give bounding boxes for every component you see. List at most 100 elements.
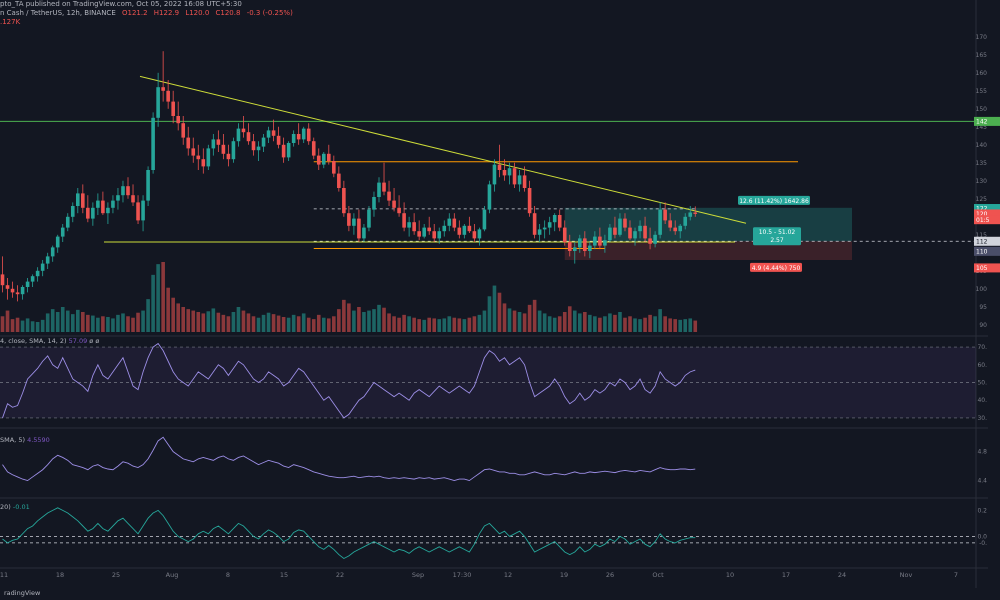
candle-body bbox=[372, 197, 376, 210]
candle-body bbox=[598, 236, 602, 246]
price-tag bbox=[974, 263, 1000, 273]
volume-bar bbox=[633, 318, 637, 332]
volume-bar bbox=[60, 307, 65, 332]
candle-body bbox=[552, 215, 557, 223]
volume-bar bbox=[176, 303, 180, 332]
candle-body bbox=[266, 130, 271, 138]
volume-bar bbox=[201, 313, 206, 332]
candle-body bbox=[306, 128, 311, 142]
time-axis-label: 7 bbox=[954, 571, 958, 579]
volume-bar bbox=[482, 310, 487, 332]
candle-body bbox=[191, 148, 196, 156]
price-tag-label: 110 bbox=[976, 249, 988, 256]
candle-body bbox=[25, 281, 30, 287]
price-axis-label: 90 bbox=[979, 322, 987, 329]
candle-body bbox=[603, 240, 607, 246]
volume-bar bbox=[181, 307, 186, 332]
volume-bar bbox=[603, 316, 607, 332]
candle-body bbox=[402, 213, 406, 228]
volume-bar bbox=[306, 317, 311, 332]
price-tag-label: 120 bbox=[976, 211, 988, 218]
volume-bar bbox=[327, 318, 331, 332]
candle-body bbox=[352, 218, 356, 226]
candle-body bbox=[572, 247, 577, 251]
volume-bar bbox=[452, 317, 457, 332]
volume-bar bbox=[236, 307, 241, 332]
candle-body bbox=[427, 227, 431, 232]
indicator3-legend[interactable]: 20) -0.01 bbox=[0, 503, 30, 511]
candle-body bbox=[20, 287, 25, 295]
candle-body bbox=[50, 247, 55, 257]
time-axis-label: Oct bbox=[652, 571, 664, 579]
volume-bar bbox=[70, 314, 75, 332]
volume-bar bbox=[86, 314, 90, 332]
volume-bar bbox=[572, 310, 577, 332]
volume-bar bbox=[417, 319, 421, 332]
indicator2-legend[interactable]: SMA, 5) 4.5590 bbox=[0, 436, 50, 444]
price-tag bbox=[974, 236, 1000, 246]
candle-body bbox=[532, 213, 537, 235]
volume-bar bbox=[256, 317, 261, 332]
volume-bar bbox=[527, 304, 532, 332]
volume-bar bbox=[362, 312, 366, 332]
rsi-line bbox=[2, 342, 696, 419]
candle-body bbox=[467, 225, 472, 232]
candle-body bbox=[417, 231, 421, 237]
indicator3-axis-label: -0. bbox=[979, 540, 987, 547]
volume-bar bbox=[131, 317, 135, 332]
rsi-value: 57.09 bbox=[68, 337, 88, 345]
candle-body bbox=[231, 141, 236, 160]
price-axis-label: 130 bbox=[976, 178, 988, 185]
volume-bar bbox=[427, 317, 431, 332]
candle-body bbox=[643, 225, 647, 239]
volume-bar bbox=[412, 317, 416, 332]
publish-info: pto_TA published on TradingView.com, Oct… bbox=[0, 0, 242, 8]
volume-bar bbox=[266, 312, 271, 332]
volume-bar bbox=[552, 317, 557, 332]
candle-body bbox=[633, 231, 637, 239]
rsi-axis-label: 60. bbox=[977, 362, 987, 369]
volume-bar bbox=[442, 318, 447, 332]
candle-body bbox=[281, 144, 286, 158]
rsi-legend[interactable]: 4, close, SMA, 14, 2) 57.09 ø ø bbox=[0, 337, 99, 345]
brand-logo: radingView bbox=[4, 589, 41, 597]
candle-body bbox=[70, 206, 75, 217]
symbol-name[interactable]: n Cash / TetherUS, 12h, BINANCE bbox=[0, 9, 116, 17]
candle-body bbox=[211, 139, 216, 149]
candle-body bbox=[156, 87, 160, 118]
volume-bar bbox=[653, 316, 657, 332]
volume-bar bbox=[15, 317, 20, 332]
candle-body bbox=[638, 225, 642, 232]
candle-body bbox=[86, 207, 90, 219]
time-axis-label: 15 bbox=[280, 571, 288, 579]
volume-bar bbox=[537, 310, 542, 332]
price-tag bbox=[974, 116, 1000, 126]
candle-body bbox=[236, 128, 241, 142]
volume-bar bbox=[10, 319, 15, 332]
volume-bar bbox=[422, 319, 426, 332]
candle-body bbox=[271, 130, 276, 136]
volume-bar bbox=[0, 316, 5, 332]
volume-bar bbox=[161, 262, 165, 332]
price-tag-label: 122 bbox=[976, 206, 988, 213]
volume-bar bbox=[467, 317, 472, 332]
candle-body bbox=[91, 207, 95, 219]
candle-body bbox=[472, 231, 477, 239]
candle-body bbox=[226, 153, 231, 160]
volume-bar bbox=[91, 315, 95, 332]
position-risk-label: 10.5 - 51.02 bbox=[759, 229, 796, 236]
volume-bar bbox=[643, 317, 647, 332]
volume-bar bbox=[658, 309, 662, 332]
volume-bar bbox=[196, 312, 201, 332]
price-axis-label: 150 bbox=[976, 106, 988, 113]
candle-body bbox=[251, 141, 256, 151]
candle-body bbox=[613, 227, 617, 235]
candle-body bbox=[663, 209, 667, 221]
volume-bar bbox=[472, 316, 477, 332]
volume-bar bbox=[432, 318, 437, 332]
volume-bar bbox=[221, 314, 226, 332]
volume-bar bbox=[241, 310, 246, 332]
candle-body bbox=[653, 234, 657, 244]
volume-bar bbox=[271, 314, 276, 332]
